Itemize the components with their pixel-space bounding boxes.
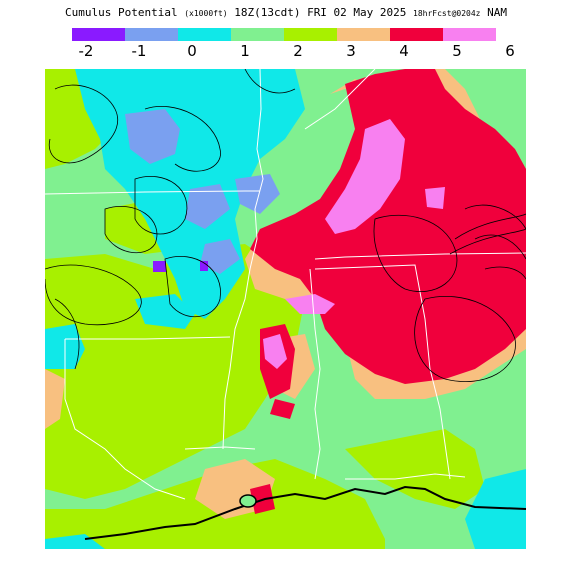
legend-swatch [178, 28, 231, 41]
legend-swatch [443, 28, 496, 41]
region-blue [125, 109, 280, 274]
title-time: 18Z(13cdt) FRI 02 May 2025 [234, 6, 407, 19]
title-forecast: 18hrFcst@0204z [413, 9, 481, 18]
legend-tick-label: 4 [399, 42, 409, 60]
title-field: Cumulus Potential [65, 6, 178, 19]
legend-tick-label: 5 [452, 42, 462, 60]
legend-tick-label: -1 [131, 42, 147, 60]
legend-swatch [284, 28, 337, 41]
state-borders [45, 69, 526, 500]
coastline [84, 485, 526, 540]
legend-swatch [72, 28, 125, 41]
legend-tick-label: -2 [78, 42, 94, 60]
legend-swatch [231, 28, 284, 41]
title-model: NAM [487, 6, 507, 19]
legend-tick-label: 1 [240, 42, 250, 60]
legend-swatch [390, 28, 443, 41]
chart-title: Cumulus Potential (x1000ft) 18Z(13cdt) F… [0, 6, 572, 19]
contour-lines [45, 69, 526, 382]
legend-tick-label: 3 [346, 42, 356, 60]
legend-swatch [125, 28, 178, 41]
title-units: (x1000ft) [184, 9, 228, 18]
legend-swatch [337, 28, 390, 41]
legend-tick-label: 6 [505, 42, 515, 60]
coastal-feature [239, 494, 257, 508]
weather-map [45, 69, 526, 549]
legend-tick-label: 2 [293, 42, 303, 60]
region-pink [263, 119, 445, 369]
legend-tick-label: 0 [187, 42, 197, 60]
